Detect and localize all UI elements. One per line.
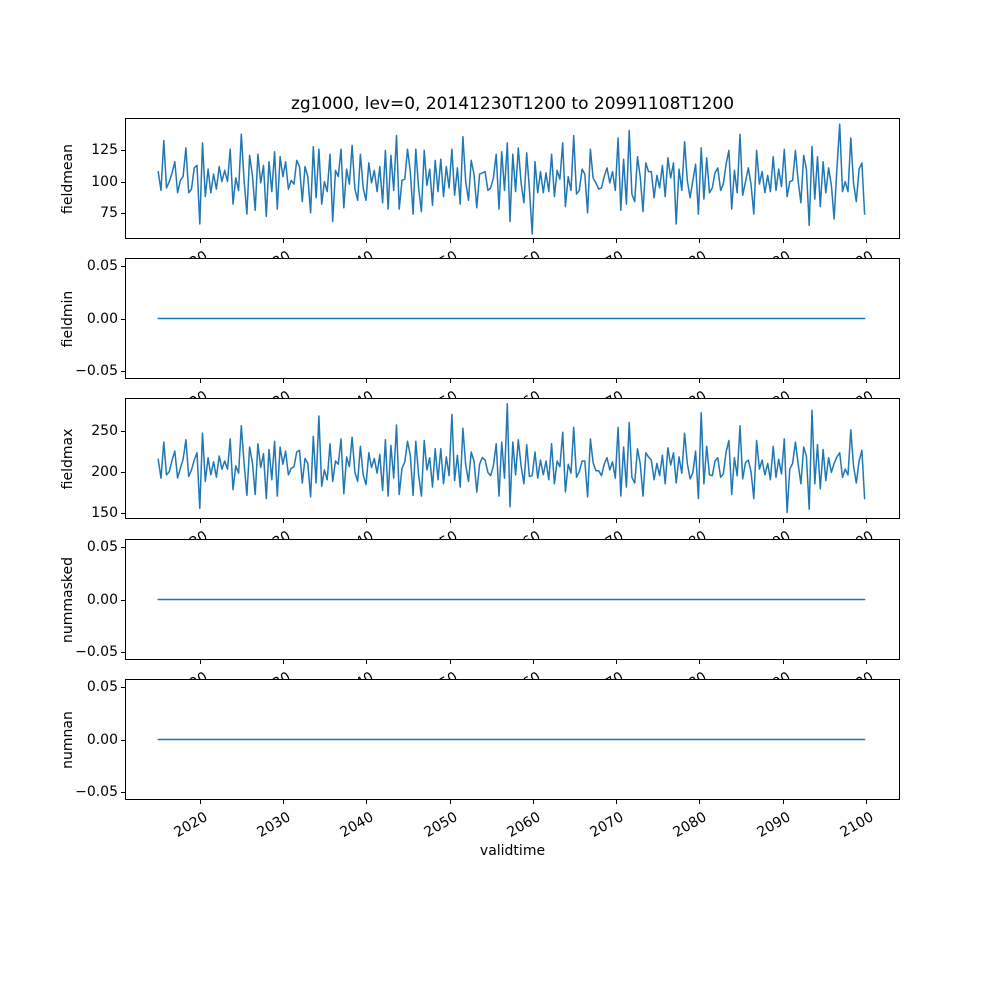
y-tick-mark	[121, 739, 125, 741]
x-tick-mark	[865, 519, 867, 523]
x-tick-mark	[616, 800, 618, 804]
x-tick-label: 2020	[171, 809, 211, 841]
x-tick-label: 2060	[504, 809, 544, 841]
x-tick-mark	[366, 800, 368, 804]
x-tick-mark	[532, 800, 534, 804]
y-tick-mark	[121, 599, 125, 601]
y-tick-mark	[121, 652, 125, 654]
y-tick-label: 0.00	[86, 591, 118, 608]
x-tick-mark	[616, 660, 618, 664]
x-tick-mark	[449, 660, 451, 664]
x-tick-mark	[532, 519, 534, 523]
x-tick-mark	[699, 239, 701, 243]
x-tick-mark	[782, 239, 784, 243]
x-tick-mark	[449, 239, 451, 243]
x-tick-label: 2080	[670, 809, 710, 841]
y-tick-label: 0.00	[86, 731, 118, 748]
x-tick-mark	[366, 660, 368, 664]
x-tick-mark	[449, 379, 451, 383]
x-tick-mark	[283, 379, 285, 383]
x-tick-label: 2050	[421, 809, 461, 841]
y-tick-label: 0.05	[86, 257, 118, 274]
y-tick-label: −0.05	[75, 644, 118, 661]
y-tick-label: 75	[100, 204, 118, 221]
x-tick-label: 2070	[587, 809, 627, 841]
y-tick-mark	[121, 471, 125, 473]
y-tick-label: 250	[91, 422, 118, 439]
y-tick-label: 150	[91, 504, 118, 521]
y-tick-label: 0.05	[86, 678, 118, 695]
x-tick-mark	[532, 660, 534, 664]
y-tick-mark	[121, 318, 125, 320]
y-tick-mark	[121, 546, 125, 548]
x-tick-mark	[699, 519, 701, 523]
x-tick-mark	[199, 519, 201, 523]
x-tick-label: 2040	[337, 809, 377, 841]
x-tick-mark	[699, 800, 701, 804]
x-tick-mark	[865, 660, 867, 664]
x-tick-mark	[782, 379, 784, 383]
x-tick-mark	[699, 379, 701, 383]
y-tick-label: 125	[91, 142, 118, 159]
x-tick-mark	[782, 800, 784, 804]
x-tick-mark	[449, 519, 451, 523]
y-axis-label: nummasked	[60, 556, 76, 643]
x-tick-mark	[199, 379, 201, 383]
x-tick-label: 2100	[837, 809, 877, 841]
y-tick-mark	[121, 212, 125, 214]
x-tick-mark	[283, 800, 285, 804]
x-tick-mark	[199, 800, 201, 804]
y-axis-label: fieldmean	[60, 143, 76, 214]
y-tick-label: −0.05	[75, 363, 118, 380]
fieldmax-line	[157, 402, 866, 514]
x-tick-mark	[532, 239, 534, 243]
y-tick-label: 0.05	[86, 538, 118, 555]
numnan-line	[157, 738, 866, 741]
y-tick-label: −0.05	[75, 784, 118, 801]
chart-title: zg1000, lev=0, 20141230T1200 to 20991108…	[290, 94, 735, 114]
y-tick-mark	[121, 150, 125, 152]
y-tick-mark	[121, 792, 125, 794]
x-tick-mark	[199, 239, 201, 243]
y-tick-mark	[121, 686, 125, 688]
x-tick-mark	[616, 239, 618, 243]
x-tick-mark	[865, 800, 867, 804]
fieldmin-line	[157, 317, 866, 320]
x-tick-mark	[865, 239, 867, 243]
x-tick-mark	[782, 660, 784, 664]
fieldmean-line	[157, 123, 866, 235]
y-axis-label: numnan	[60, 710, 76, 769]
y-tick-mark	[121, 181, 125, 183]
x-tick-mark	[199, 660, 201, 664]
y-tick-mark	[121, 512, 125, 514]
x-tick-mark	[699, 660, 701, 664]
x-tick-label: 2030	[254, 809, 294, 841]
x-tick-mark	[865, 379, 867, 383]
x-tick-mark	[449, 800, 451, 804]
x-tick-mark	[283, 239, 285, 243]
x-tick-mark	[532, 379, 534, 383]
y-tick-label: 100	[91, 173, 118, 190]
x-tick-mark	[782, 519, 784, 523]
nummasked-line	[157, 598, 866, 601]
x-tick-label: 2090	[754, 809, 794, 841]
y-tick-mark	[121, 265, 125, 267]
x-tick-mark	[283, 519, 285, 523]
x-tick-mark	[366, 379, 368, 383]
y-tick-label: 200	[91, 463, 118, 480]
y-tick-mark	[121, 371, 125, 373]
y-tick-mark	[121, 430, 125, 432]
x-tick-mark	[366, 239, 368, 243]
y-tick-label: 0.00	[86, 310, 118, 327]
y-axis-label: fieldmax	[60, 428, 76, 489]
y-axis-label: fieldmin	[60, 290, 76, 347]
x-tick-mark	[616, 379, 618, 383]
x-axis-label: validtime	[479, 843, 546, 859]
x-tick-mark	[283, 660, 285, 664]
x-tick-mark	[616, 519, 618, 523]
x-tick-mark	[366, 519, 368, 523]
